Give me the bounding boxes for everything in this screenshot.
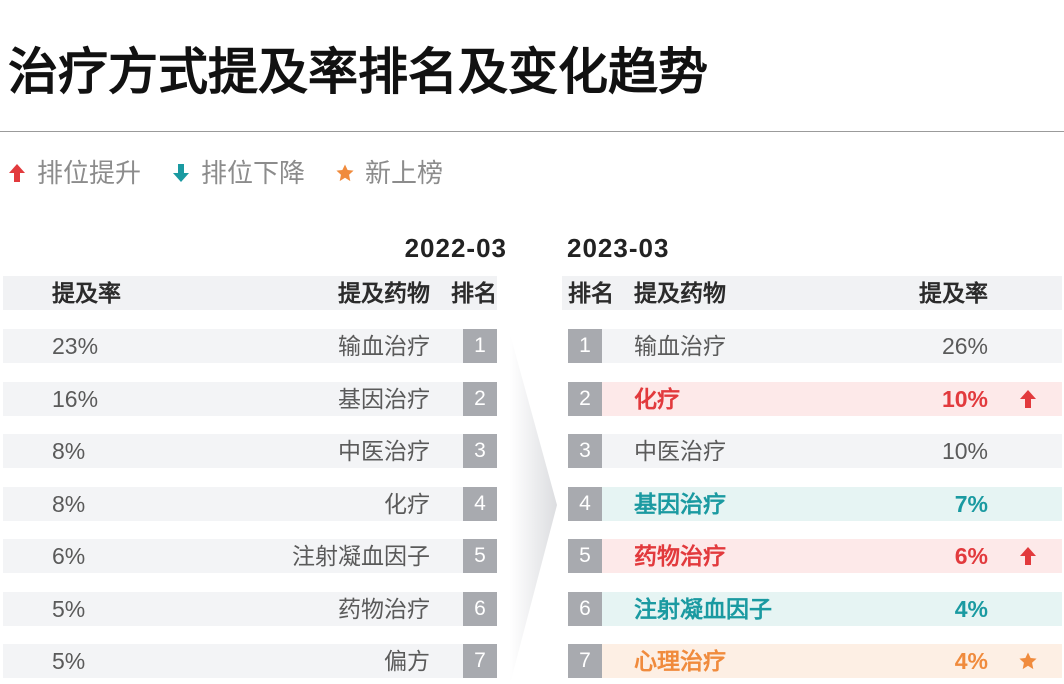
arrow-up-icon (1019, 389, 1037, 408)
treatment-cell: 化疗 (384, 490, 430, 517)
column-header-rate: 提及率 (919, 280, 988, 306)
table-row: 23% 输血治疗 1 (3, 329, 497, 363)
table-row: 6 注射凝血因子 4% (568, 591, 1062, 626)
rate-cell: 6% (52, 543, 86, 569)
rate-cell: 4% (954, 648, 988, 674)
treatment-cell: 心理治疗 (634, 648, 726, 674)
treatment-cell: 化疗 (634, 385, 680, 412)
column-header-rate: 提及率 (52, 280, 121, 306)
arrow-down-icon (172, 164, 190, 182)
row-background (602, 644, 1062, 678)
treatment-cell: 输血治疗 (338, 333, 430, 359)
treatment-cell: 输血治疗 (634, 333, 726, 359)
rate-cell: 8% (52, 490, 86, 517)
rate-cell: 10% (941, 385, 988, 412)
rank-badge: 1 (463, 329, 497, 363)
rank-badge: 4 (568, 486, 602, 521)
rank-badge: 7 (463, 644, 497, 678)
column-header-rank: 排名 (451, 280, 497, 306)
rate-cell: 6% (954, 543, 988, 569)
table-row: 5% 偏方 7 (3, 644, 497, 678)
rate-cell: 5% (52, 595, 86, 622)
rank-badge: 2 (568, 381, 602, 416)
rank-badge: 4 (463, 486, 497, 521)
treatment-cell: 药物治疗 (634, 543, 726, 569)
legend-item-rank-up: 排位提升 (8, 155, 141, 191)
rate-cell: 16% (52, 385, 99, 412)
rank-badge: 6 (568, 591, 602, 626)
period-label-left: 2022-03 (404, 233, 507, 263)
rank-badge: 3 (463, 434, 497, 468)
treatment-cell: 基因治疗 (634, 490, 726, 517)
table-header-right: 排名 提及药物 提及率 (562, 276, 1062, 310)
row-background (3, 381, 463, 416)
rate-cell: 26% (941, 333, 988, 359)
legend-item-rank-down: 排位下降 (172, 155, 305, 191)
row-background (3, 486, 463, 521)
row-background (3, 539, 463, 573)
page-title: 治疗方式提及率排名及变化趋势 (8, 44, 708, 100)
rate-cell: 4% (954, 595, 988, 622)
legend-label: 排位下降 (201, 158, 306, 188)
row-background (3, 329, 463, 363)
legend-label: 排位提升 (37, 158, 142, 188)
row-background (602, 381, 1062, 416)
rank-badge: 7 (568, 644, 602, 678)
row-background (602, 434, 1062, 468)
legend-item-new-entry: 新上榜 (336, 155, 443, 191)
table-row: 16% 基因治疗 2 (3, 381, 497, 416)
table-row: 5 药物治疗 6% (568, 539, 1062, 573)
row-background (3, 591, 463, 626)
star-icon (1019, 652, 1037, 670)
column-header-treatment: 提及药物 (338, 280, 430, 306)
row-background (602, 539, 1062, 573)
legend: 排位提升 排位下降 新上榜 (8, 155, 443, 191)
treatment-cell: 中医治疗 (338, 438, 430, 464)
treatment-cell: 注射凝血因子 (292, 543, 430, 569)
rate-cell: 23% (52, 333, 99, 359)
table-row: 8% 中医治疗 3 (3, 434, 497, 468)
column-header-treatment: 提及药物 (634, 280, 726, 306)
treatment-cell: 注射凝血因子 (634, 595, 772, 622)
table-row: 5% 药物治疗 6 (3, 591, 497, 626)
table-row: 6% 注射凝血因子 5 (3, 539, 497, 573)
rate-cell: 8% (52, 438, 86, 464)
column-header-rank: 排名 (568, 280, 614, 306)
row-background (602, 329, 1062, 363)
table-header-left: 提及率 提及药物 排名 (3, 276, 497, 310)
row-background (3, 644, 463, 678)
row-background (602, 486, 1062, 521)
rank-badge: 6 (463, 591, 497, 626)
title-divider (0, 131, 1064, 132)
star-icon (336, 164, 354, 182)
rank-badge: 2 (463, 381, 497, 416)
arrow-up-icon (1019, 547, 1037, 565)
table-row: 7 心理治疗 4% (568, 644, 1062, 678)
rank-badge: 3 (568, 434, 602, 468)
treatment-cell: 药物治疗 (338, 595, 430, 622)
arrow-up-icon (8, 164, 26, 182)
rank-badge: 5 (568, 539, 602, 573)
table-row: 8% 化疗 4 (3, 486, 497, 521)
legend-label: 新上榜 (365, 158, 444, 188)
rank-badge: 1 (568, 329, 602, 363)
table-row: 3 中医治疗 10% (568, 434, 1062, 468)
table-row: 4 基因治疗 7% (568, 486, 1062, 521)
rate-cell: 7% (954, 490, 988, 517)
period-label-right: 2023-03 (567, 233, 670, 263)
row-background (3, 434, 463, 468)
rank-badge: 5 (463, 539, 497, 573)
rate-cell: 5% (52, 648, 86, 674)
transition-arrow-shape (510, 334, 557, 684)
table-row: 1 输血治疗 26% (568, 329, 1062, 363)
rate-cell: 10% (941, 438, 988, 464)
treatment-cell: 基因治疗 (338, 385, 430, 412)
table-row: 2 化疗 10% (568, 381, 1062, 416)
treatment-cell: 偏方 (384, 648, 430, 674)
treatment-cell: 中医治疗 (634, 438, 726, 464)
row-background (602, 591, 1062, 626)
